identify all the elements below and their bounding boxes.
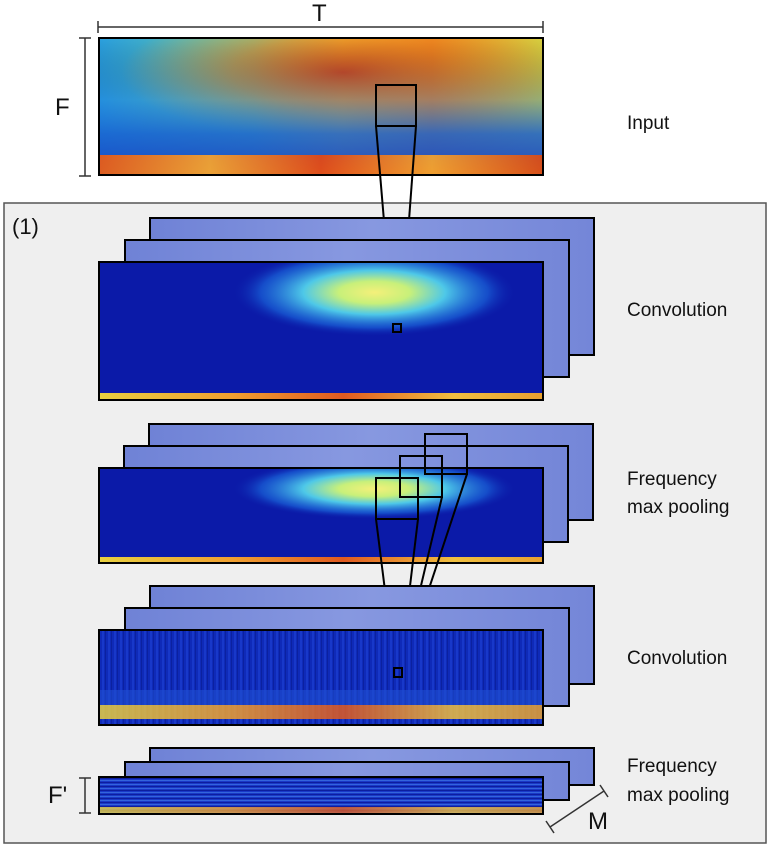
stage-label-input: Input [627,113,670,134]
pool-window-1 [424,433,468,475]
input-spectrogram [98,37,544,176]
map-count-label: M [588,808,608,835]
reduced-frequency-label: F' [48,782,68,809]
stage-label-pool2-line2: max pooling [627,785,730,806]
frequency-axis-label: F [55,94,70,121]
stage-label-conv1: Convolution [627,300,728,321]
pool-window-3 [375,477,419,520]
stage-label-conv2: Convolution [627,648,728,669]
stage-label-pool1-line2: max pooling [627,497,730,518]
reduced-frequency-bracket [79,777,91,814]
pool-window-2 [399,455,443,498]
conv2-output-cell [393,667,403,678]
pool2-feature-maps [98,747,595,815]
stage-label-pool1-line1: Frequency [627,469,717,490]
conv1-feature-maps [98,217,595,401]
conv1-output-cell [392,323,402,333]
conv2-feature-maps [98,585,595,726]
time-axis-label: T [312,0,327,27]
pool1-feature-maps [98,423,594,564]
map-count-bracket [545,784,609,834]
input-kernel-window [375,84,417,127]
time-axis-bracket [97,21,544,33]
stage-label-pool2-line1: Frequency [627,756,717,777]
frequency-axis-bracket [79,37,91,177]
panel-index-label: (1) [12,214,39,239]
